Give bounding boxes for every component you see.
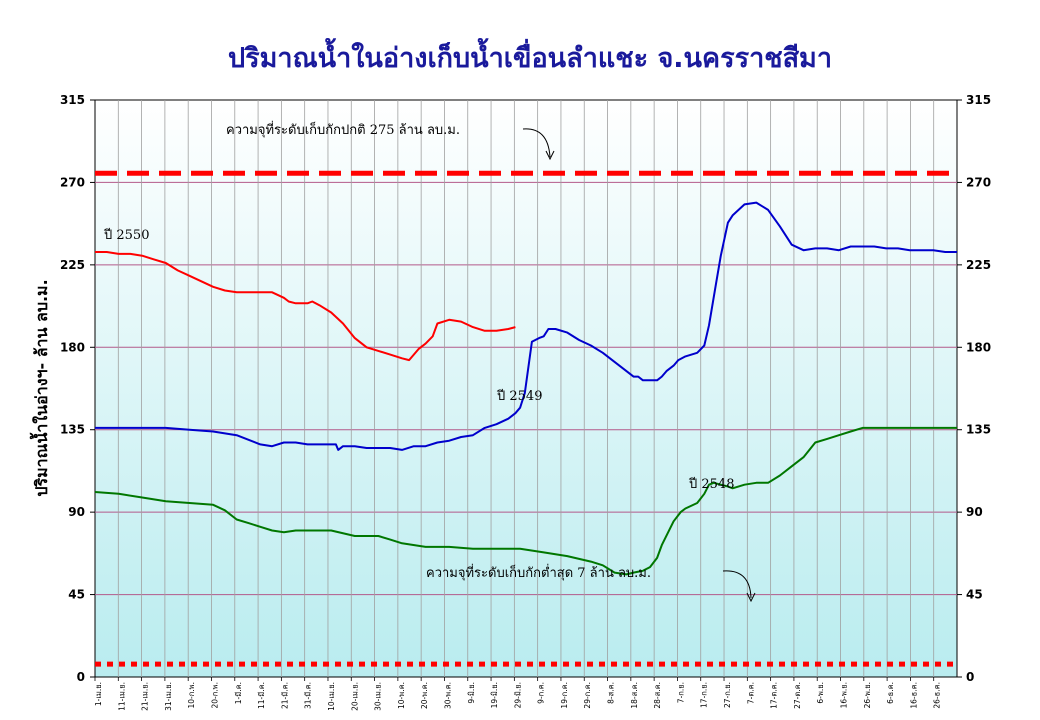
y-tick-label-right: 270 xyxy=(966,175,991,189)
x-tick-label: 31-เม.ย. xyxy=(164,682,173,711)
y-tick-label-right: 135 xyxy=(966,423,991,437)
annotation-arrowhead-top xyxy=(545,150,555,161)
x-tick-label: 18-ส.ค. xyxy=(630,682,639,709)
y-tick-label-left: 315 xyxy=(60,93,85,107)
series-label-2549: ปี 2549 xyxy=(496,388,542,404)
y-tick-label-right: 45 xyxy=(966,588,983,602)
x-tick-label: 29-ก.ค. xyxy=(583,682,592,709)
x-tick-label: 28-ส.ค. xyxy=(653,682,662,709)
x-tick-label: 30-เม.ย. xyxy=(374,682,383,711)
x-tick-label: 26-พ.ย. xyxy=(863,682,872,708)
y-tick-label-left: 0 xyxy=(77,670,85,684)
x-tick-label: 27-ก.ย. xyxy=(723,682,732,708)
y-tick-label-right: 225 xyxy=(966,258,991,272)
x-tick-label: 17-ก.ย. xyxy=(700,682,709,708)
series-line-2 xyxy=(94,426,957,576)
x-tick-label: 9-มิ.ย. xyxy=(467,682,476,704)
y-tick-label-left: 225 xyxy=(60,258,85,272)
y-tick-label-left: 45 xyxy=(68,588,85,602)
x-tick-label: 17-ต.ค. xyxy=(770,682,779,709)
x-tick-label: 21-เม.ย. xyxy=(141,682,150,711)
y-axis-label: ปริมาณน้ำในอ่างฯ- ล้าน ลบ.ม. xyxy=(29,279,51,496)
series-label-2548: ปี 2548 xyxy=(688,476,734,492)
x-tick-label: 1-เม.ย. xyxy=(94,682,103,706)
series-line-1 xyxy=(95,201,957,451)
y-tick-label-right: 90 xyxy=(966,505,983,519)
x-tick-label: 1-มี.ค. xyxy=(234,682,243,704)
x-tick-label: 11-เม.ย. xyxy=(117,682,126,711)
x-tick-label: 7-ก.ย. xyxy=(676,682,685,703)
x-tick-label: 30-พ.ค. xyxy=(444,682,453,709)
x-tick-label: 9-ก.ค. xyxy=(537,682,546,704)
y-tick-label-left: 270 xyxy=(60,175,85,189)
y-tick-label-left: 135 xyxy=(60,423,85,437)
y-tick-label-left: 180 xyxy=(60,340,85,354)
annotation-min-capacity: ความจุที่ระดับเก็บกักต่ำสุด 7 ล้าน ลบ.ม. xyxy=(426,563,651,581)
y-tick-label-left: 90 xyxy=(68,505,85,519)
annotation-arrow-bottom xyxy=(722,570,752,599)
x-tick-label: 27-ต.ค. xyxy=(793,682,802,709)
y-tick-label-right: 0 xyxy=(966,670,974,684)
annotation-normal-capacity: ความจุที่ระดับเก็บกักปกติ 275 ล้าน ลบ.ม. xyxy=(226,120,460,138)
y-tick-label-right: 315 xyxy=(966,93,991,107)
chart-title: ปริมาณน้ำในอ่างเก็บน้ำเขื่อนลำแชะ จ.นครร… xyxy=(227,43,833,74)
x-tick-label: 26-ธ.ค. xyxy=(933,682,942,709)
series-label-2550: ปี 2550 xyxy=(103,227,149,243)
annotation-arrow-top xyxy=(522,128,551,158)
x-tick-label: 16-ธ.ค. xyxy=(909,682,918,709)
x-tick-label: 19-ก.ค. xyxy=(560,682,569,709)
x-tick-label: 6-ธ.ค. xyxy=(886,682,895,704)
x-tick-label: 11-มี.ค. xyxy=(257,682,266,709)
series-line-0 xyxy=(95,251,516,362)
x-tick-label: 20-เม.ย. xyxy=(350,682,359,711)
x-tick-label: 19-มิ.ย. xyxy=(490,682,499,708)
x-tick-label: 8-ส.ค. xyxy=(607,682,616,704)
x-tick-label: 10-เม.ย. xyxy=(327,682,336,711)
annotation-arrowhead-bottom xyxy=(746,592,756,603)
x-tick-label: 31-มี.ค. xyxy=(304,682,313,709)
x-tick-label: 10-ก.พ. xyxy=(187,682,196,709)
x-tick-label: 20-พ.ค. xyxy=(420,682,429,709)
y-tick-label-right: 180 xyxy=(966,340,991,354)
x-tick-label: 10-พ.ค. xyxy=(397,682,406,709)
x-tick-label: 6-พ.ย. xyxy=(816,682,825,704)
x-tick-label: 21-มี.ค. xyxy=(280,682,289,709)
x-tick-label: 7-ต.ค. xyxy=(746,682,755,704)
x-tick-label: 20-ก.พ. xyxy=(211,682,220,709)
x-tick-label: 16-พ.ย. xyxy=(840,682,849,708)
x-tick-label: 29-มิ.ย. xyxy=(513,682,522,708)
